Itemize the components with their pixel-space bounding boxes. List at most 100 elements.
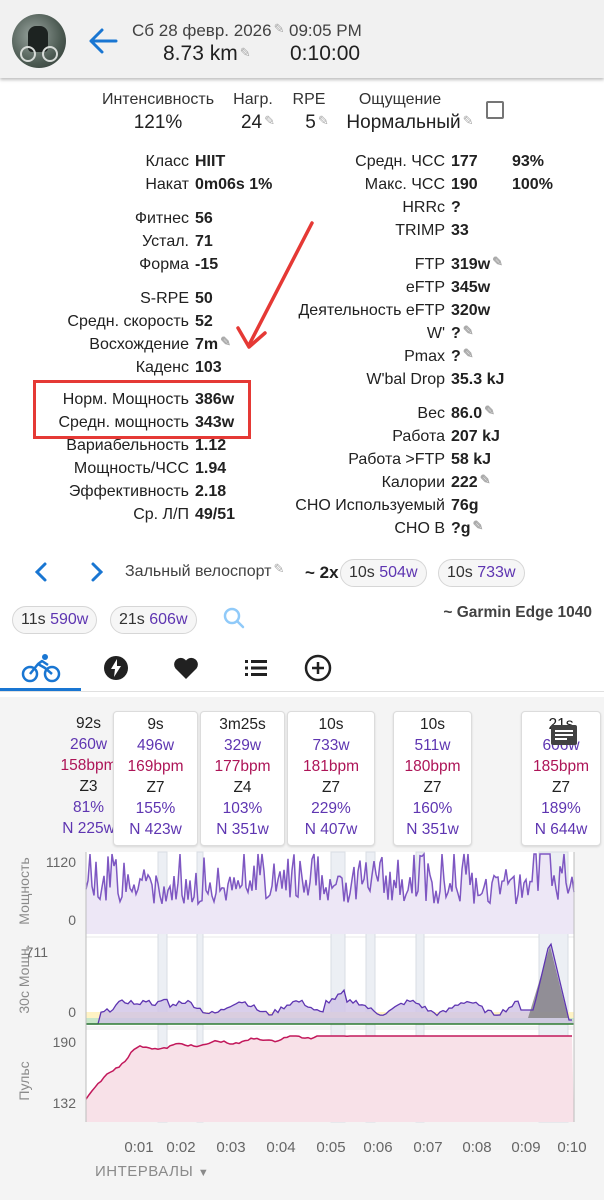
- stat-value-text: 7m: [195, 336, 219, 353]
- annotation-highlight-box: [33, 380, 251, 439]
- stat-value[interactable]: 7m ✎: [195, 334, 232, 354]
- interval-hr: 177bpm: [214, 758, 271, 775]
- power-axis-label: Мощность: [16, 857, 32, 925]
- stat-value: 320w: [451, 302, 490, 320]
- stat-value-text: HIIT: [195, 153, 226, 170]
- intensity-label: Интенсивность: [101, 91, 215, 108]
- stat-value-text: 222: [451, 474, 478, 491]
- back-arrow-icon[interactable]: [88, 27, 118, 55]
- stat-label: Устал.: [142, 233, 189, 250]
- stat-label: CHO Используемый: [295, 497, 445, 514]
- edit-pencil-icon[interactable]: ✎: [220, 334, 232, 349]
- stat-value[interactable]: 86.0 ✎: [451, 403, 496, 423]
- rpe-label: RPE: [292, 91, 326, 108]
- tab-heart[interactable]: [151, 648, 221, 688]
- stat-value-text: 56: [195, 210, 213, 227]
- hr-axis-label: Пульс: [16, 1061, 32, 1101]
- edit-pencil-icon[interactable]: ✎: [484, 403, 496, 418]
- interval-pct: 189%: [541, 800, 581, 817]
- peak-chip[interactable]: 10s 504w: [340, 559, 427, 587]
- interval-dur: 3m25s: [219, 716, 266, 733]
- stat-value: 52: [195, 313, 213, 331]
- activity-type[interactable]: Зальный велоспорт ✎: [125, 561, 285, 580]
- edit-pencil-icon[interactable]: ✎: [472, 518, 484, 533]
- interval-card[interactable]: 10s 733w 181bpm Z7 229% N 407w: [287, 711, 375, 846]
- stat-label: Форма: [139, 256, 189, 273]
- feel-value[interactable]: Нормальный ✎: [346, 112, 474, 133]
- x-tick-label: 0:08: [462, 1139, 492, 1156]
- stat-value: 35.3 kJ: [451, 371, 504, 389]
- stat-value-text: 177: [451, 153, 478, 170]
- stat-value[interactable]: 319w ✎: [451, 254, 504, 274]
- tab-ride[interactable]: [6, 648, 76, 688]
- rpe-value[interactable]: 5 ✎: [305, 112, 329, 133]
- stat-label: Мощность/ЧСС: [73, 460, 189, 477]
- interval-card[interactable]: 3m25s 329w 177bpm Z4 103% N 351w: [200, 711, 285, 846]
- activity-date[interactable]: Сб 28 февр. 2026 ✎: [132, 21, 285, 40]
- edit-pencil-icon[interactable]: ✎: [317, 113, 329, 128]
- interval-hr: 158bpm: [60, 757, 117, 774]
- avatar[interactable]: [12, 14, 66, 68]
- stat-label: S-RPE: [140, 290, 189, 307]
- hr-series-line: [85, 1035, 572, 1100]
- power30-min-tick: 0: [68, 1004, 76, 1020]
- interval-zone: Z7: [423, 779, 442, 796]
- activity-time: 09:05 PM: [289, 21, 362, 40]
- edit-pencil-icon[interactable]: ✎: [239, 45, 251, 60]
- activity-distance[interactable]: 8.73 km ✎: [163, 42, 251, 65]
- dropdown-triangle-icon: ▼: [197, 1167, 210, 1179]
- stat-value-text: 49/51: [195, 506, 236, 523]
- stat-label: Средн. ЧСС: [355, 153, 445, 170]
- interval-power: 733w: [312, 737, 350, 754]
- stat-value[interactable]: ? ✎: [451, 346, 474, 366]
- edit-pencil-icon[interactable]: ✎: [462, 323, 474, 338]
- chevron-left-icon[interactable]: [33, 561, 49, 583]
- stat-label: Макс. ЧСС: [364, 176, 445, 193]
- notes-icon[interactable]: [550, 724, 578, 746]
- stat-value: 1.12: [195, 437, 226, 455]
- chevron-right-icon[interactable]: [89, 561, 105, 583]
- edit-pencil-icon[interactable]: ✎: [273, 21, 285, 36]
- stat-value: 103: [195, 359, 222, 377]
- intervals-toggle[interactable]: ИНТЕРВАЛЫ ▼: [95, 1163, 210, 1180]
- stat-label: Каденс: [135, 359, 189, 376]
- edit-pencil-icon[interactable]: ✎: [264, 113, 276, 128]
- peak-chip[interactable]: 21s 606w: [110, 606, 197, 634]
- activity-charts[interactable]: [0, 846, 604, 1136]
- stat-value: -15: [195, 256, 218, 274]
- x-tick-label: 0:02: [166, 1139, 196, 1156]
- stat-value[interactable]: 222 ✎: [451, 472, 491, 492]
- interval-card[interactable]: 92s 260w 158bpm Z3 81% N 225w: [43, 711, 134, 846]
- tab-power[interactable]: [81, 648, 151, 688]
- power-area: [86, 854, 574, 934]
- stat-value: 33: [451, 222, 469, 240]
- stat-value: 190: [451, 176, 478, 194]
- device-label: ~ Garmin Edge 1040: [443, 604, 592, 621]
- stat-value-text: 386w: [195, 391, 235, 408]
- interval-dur: 9s: [147, 716, 164, 733]
- stat-value[interactable]: ? ✎: [451, 323, 474, 343]
- interval-pct: 155%: [135, 800, 176, 817]
- interval-np: N 644w: [534, 821, 588, 838]
- stat-value[interactable]: ?g ✎: [451, 518, 484, 538]
- tab-add[interactable]: [283, 648, 353, 688]
- peak-chip[interactable]: 11s 590w: [12, 606, 98, 634]
- stat-value-text: 76g: [451, 497, 479, 514]
- edit-pencil-icon[interactable]: ✎: [462, 346, 474, 361]
- interval-dur: 10s: [318, 716, 344, 733]
- feel-checkbox[interactable]: [486, 101, 504, 119]
- interval-card[interactable]: 10s 511w 180bpm Z7 160% N 351w: [393, 711, 472, 846]
- interval-card[interactable]: 9s 496w 169bpm Z7 155% N 423w: [113, 711, 198, 846]
- tab-list[interactable]: [221, 648, 291, 688]
- edit-pencil-icon[interactable]: ✎: [273, 561, 285, 576]
- stat-value-text: 86.0: [451, 405, 483, 422]
- interval-zone: Z4: [233, 779, 252, 796]
- stat-label: Деятельность eFTP: [298, 302, 445, 319]
- edit-pencil-icon[interactable]: ✎: [492, 254, 504, 269]
- peak-chip[interactable]: 10s 733w: [438, 559, 525, 587]
- load-value[interactable]: 24 ✎: [240, 112, 276, 133]
- interval-pct: 229%: [311, 800, 351, 817]
- search-icon[interactable]: [222, 606, 246, 630]
- edit-pencil-icon[interactable]: ✎: [462, 113, 474, 128]
- edit-pencil-icon[interactable]: ✎: [479, 472, 491, 487]
